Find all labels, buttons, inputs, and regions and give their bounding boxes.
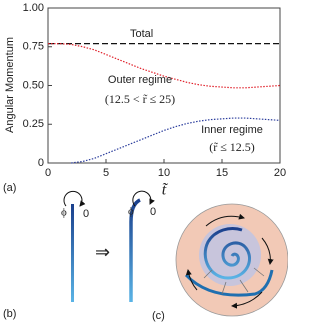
rotation-arrow <box>63 190 86 207</box>
x-tick-label: 0 <box>45 167 51 179</box>
panel-c: (c) <box>152 203 288 322</box>
panel-b: ϕ 0 ⇒ ϕ 0 (b) <box>3 190 156 320</box>
y-tick-label: 0.50 <box>23 79 44 91</box>
phi-label: ϕ <box>128 206 134 218</box>
implies-arrow: ⇒ <box>95 242 110 262</box>
rotation-arrow <box>132 190 155 207</box>
series-label: Outer regime <box>108 74 172 86</box>
annotation: (r̃ ≤ 12.5) <box>209 140 255 154</box>
force-lines <box>203 267 265 295</box>
y-tick-label: 0.75 <box>23 41 44 53</box>
y-tick-label: 0.25 <box>23 118 44 130</box>
panel-label: (b) <box>3 308 16 320</box>
zero-label: 0 <box>83 208 89 220</box>
y-tick-label: 0 <box>38 157 44 169</box>
panel-label: (a) <box>3 182 16 194</box>
x-tick-label: 5 <box>103 167 109 179</box>
spiral-filament <box>203 227 252 280</box>
figure: Angular Momentum t̃ (a) ϕ 0 ⇒ ϕ 0 (b) (c… <box>3 2 288 322</box>
bent-rod <box>129 198 141 302</box>
x-axis-label: t̃ <box>162 182 169 199</box>
zero-label: 0 <box>150 206 156 218</box>
outer-filament <box>184 269 274 297</box>
rod <box>71 204 74 302</box>
series-label: Inner regime <box>201 124 263 136</box>
flow-arrow <box>205 213 245 227</box>
panel-label: (c) <box>152 310 165 322</box>
y-tick-label: 1.00 <box>23 2 44 14</box>
flow-arrow <box>185 269 198 291</box>
x-tick-label: 20 <box>274 167 286 179</box>
flow-arrow <box>231 291 263 309</box>
series-line <box>71 117 281 164</box>
phi-label: ϕ <box>61 207 67 219</box>
y-axis-label: Angular Momentum <box>4 37 16 133</box>
annotation: (12.5 < r̃ ≤ 25) <box>105 92 175 106</box>
flow-arrow <box>261 237 274 265</box>
series-line <box>48 43 281 89</box>
x-tick-label: 15 <box>216 167 228 179</box>
series-label: Total <box>130 28 153 40</box>
x-tick-label: 10 <box>158 167 170 179</box>
